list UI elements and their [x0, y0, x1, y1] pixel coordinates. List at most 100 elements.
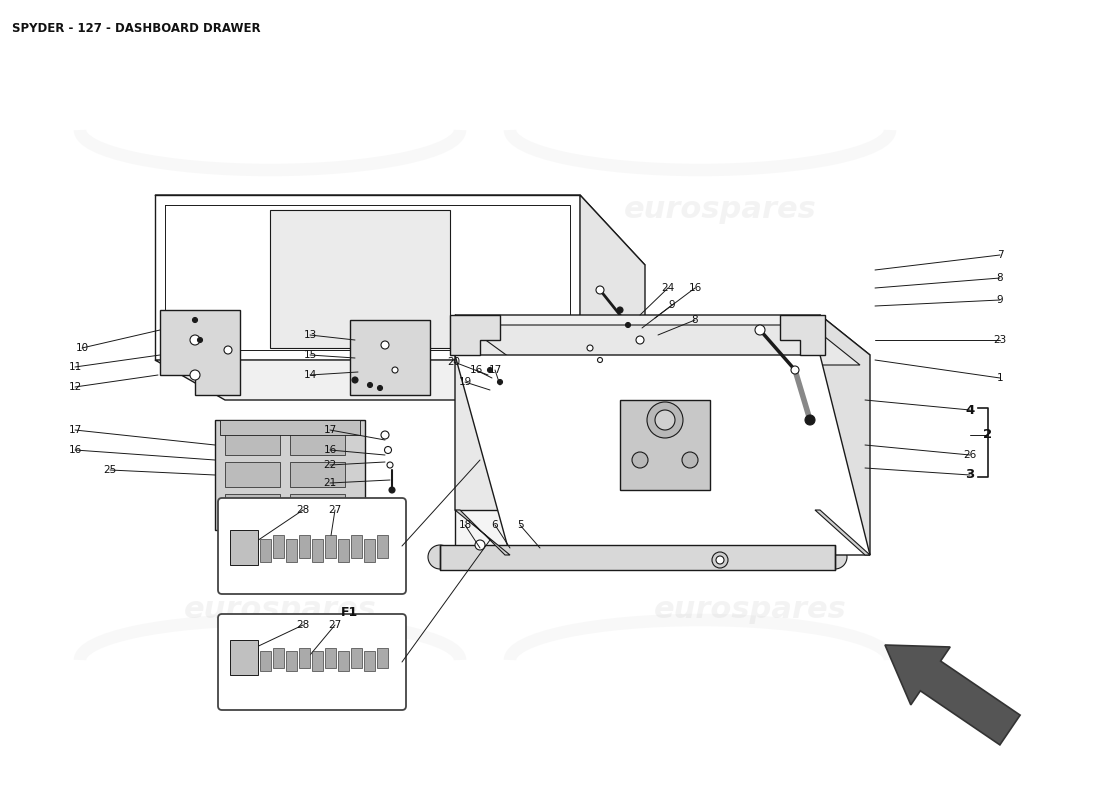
Polygon shape: [270, 210, 450, 348]
Text: 24: 24: [661, 283, 674, 293]
Circle shape: [387, 462, 393, 468]
Text: 16: 16: [68, 445, 81, 455]
Circle shape: [617, 307, 623, 313]
Circle shape: [823, 545, 847, 569]
Circle shape: [224, 346, 232, 354]
Text: 9: 9: [997, 295, 1003, 305]
Circle shape: [385, 446, 392, 454]
Text: 5: 5: [517, 520, 524, 530]
Text: 3: 3: [966, 469, 975, 482]
Polygon shape: [155, 195, 645, 265]
Text: 13: 13: [304, 330, 317, 340]
Text: 11: 11: [68, 362, 81, 372]
Text: 26: 26: [964, 450, 977, 460]
Polygon shape: [485, 360, 540, 395]
Polygon shape: [580, 195, 645, 360]
Text: 19: 19: [459, 377, 472, 387]
Text: 20: 20: [448, 357, 461, 367]
Polygon shape: [290, 430, 345, 455]
Polygon shape: [450, 315, 500, 355]
Polygon shape: [226, 430, 280, 455]
Circle shape: [647, 402, 683, 438]
Text: 21: 21: [323, 478, 337, 488]
Text: 12: 12: [68, 382, 81, 392]
Polygon shape: [324, 535, 336, 558]
Circle shape: [587, 345, 593, 351]
Polygon shape: [230, 640, 258, 675]
Circle shape: [475, 540, 485, 550]
Polygon shape: [226, 462, 280, 487]
Circle shape: [198, 338, 202, 342]
FancyBboxPatch shape: [218, 614, 406, 710]
Polygon shape: [273, 535, 284, 558]
Polygon shape: [455, 510, 820, 560]
Circle shape: [654, 410, 675, 430]
Polygon shape: [338, 539, 349, 562]
Polygon shape: [377, 648, 388, 668]
Circle shape: [716, 556, 724, 564]
Polygon shape: [475, 370, 540, 398]
Text: eurospares: eurospares: [184, 595, 376, 625]
Circle shape: [352, 377, 358, 383]
Text: 28: 28: [296, 505, 309, 515]
Text: 27: 27: [329, 620, 342, 630]
Polygon shape: [260, 539, 271, 562]
Circle shape: [712, 552, 728, 568]
Circle shape: [190, 335, 200, 345]
FancyBboxPatch shape: [218, 498, 406, 594]
Polygon shape: [465, 325, 860, 365]
Circle shape: [389, 487, 395, 493]
Text: 6: 6: [492, 520, 498, 530]
Text: 17: 17: [323, 425, 337, 435]
Polygon shape: [260, 651, 271, 671]
Text: 14: 14: [304, 370, 317, 380]
Text: 10: 10: [76, 343, 89, 353]
Text: eurospares: eurospares: [624, 195, 816, 225]
Text: 2: 2: [983, 429, 992, 442]
Text: 17: 17: [68, 425, 81, 435]
Circle shape: [755, 325, 764, 335]
Text: 7: 7: [997, 250, 1003, 260]
Text: 23: 23: [993, 335, 1007, 345]
Circle shape: [190, 370, 200, 380]
Polygon shape: [351, 535, 362, 558]
Text: 8: 8: [692, 315, 698, 325]
Circle shape: [381, 431, 389, 439]
Polygon shape: [580, 340, 645, 380]
Circle shape: [636, 336, 644, 344]
Text: 9: 9: [669, 300, 675, 310]
Text: 25: 25: [103, 465, 117, 475]
Polygon shape: [290, 462, 345, 487]
Polygon shape: [160, 310, 240, 395]
Polygon shape: [324, 648, 336, 668]
Circle shape: [487, 367, 493, 373]
Polygon shape: [220, 420, 360, 435]
Polygon shape: [455, 355, 870, 555]
Circle shape: [381, 341, 389, 349]
Polygon shape: [214, 420, 365, 530]
Text: 8: 8: [997, 273, 1003, 283]
Polygon shape: [377, 535, 388, 558]
Text: 15: 15: [304, 350, 317, 360]
Text: 22: 22: [323, 460, 337, 470]
Polygon shape: [364, 539, 375, 562]
Polygon shape: [286, 539, 297, 562]
Polygon shape: [815, 510, 870, 555]
Circle shape: [392, 367, 398, 373]
Circle shape: [791, 366, 799, 374]
Text: 28: 28: [296, 620, 309, 630]
Polygon shape: [299, 535, 310, 558]
Circle shape: [428, 545, 452, 569]
Circle shape: [805, 415, 815, 425]
Polygon shape: [350, 320, 430, 395]
Text: 16: 16: [470, 365, 483, 375]
Text: 1: 1: [997, 373, 1003, 383]
Text: 16: 16: [323, 445, 337, 455]
Polygon shape: [155, 360, 645, 400]
Polygon shape: [351, 648, 362, 668]
Polygon shape: [338, 651, 349, 671]
Polygon shape: [455, 510, 510, 555]
Circle shape: [596, 286, 604, 294]
Polygon shape: [490, 200, 630, 258]
Polygon shape: [290, 494, 345, 519]
